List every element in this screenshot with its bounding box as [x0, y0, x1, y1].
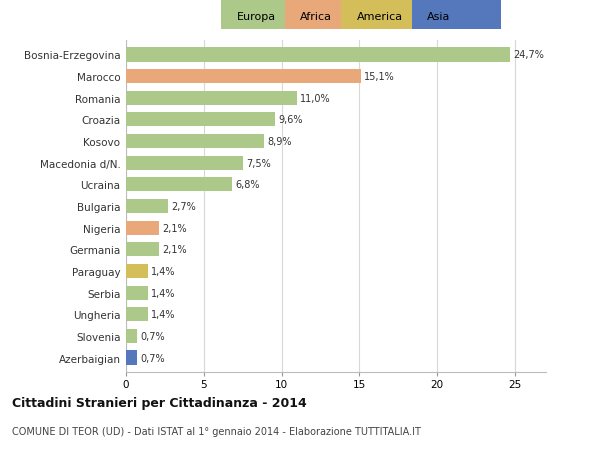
Legend: Europa, Africa, America, Asia: Europa, Africa, America, Asia	[217, 7, 455, 27]
Bar	[126, 286, 148, 300]
Bar	[126, 264, 148, 278]
Bar	[126, 351, 137, 365]
Bar	[126, 70, 361, 84]
Bar	[126, 329, 137, 343]
Bar	[126, 157, 242, 170]
Text: COMUNE DI TEOR (UD) - Dati ISTAT al 1° gennaio 2014 - Elaborazione TUTTITALIA.IT: COMUNE DI TEOR (UD) - Dati ISTAT al 1° g…	[12, 426, 421, 436]
Text: 15,1%: 15,1%	[364, 72, 395, 82]
Bar	[126, 243, 158, 257]
Text: 9,6%: 9,6%	[278, 115, 303, 125]
Text: 2,1%: 2,1%	[162, 245, 187, 255]
Text: 0,7%: 0,7%	[140, 331, 164, 341]
Text: 2,7%: 2,7%	[171, 202, 196, 212]
Text: 1,4%: 1,4%	[151, 266, 175, 276]
Bar	[126, 91, 297, 106]
Bar	[126, 48, 510, 62]
Bar	[126, 308, 148, 322]
Text: 24,7%: 24,7%	[514, 50, 544, 60]
Bar	[126, 200, 168, 213]
Bar	[126, 135, 265, 149]
Text: 7,5%: 7,5%	[246, 158, 271, 168]
Text: 8,9%: 8,9%	[268, 137, 292, 147]
Bar	[126, 178, 232, 192]
Text: 1,4%: 1,4%	[151, 288, 175, 298]
Text: 11,0%: 11,0%	[300, 94, 331, 104]
Bar	[126, 113, 275, 127]
Text: 6,8%: 6,8%	[235, 180, 259, 190]
Text: 2,1%: 2,1%	[162, 223, 187, 233]
Bar	[126, 221, 158, 235]
Text: 0,7%: 0,7%	[140, 353, 164, 363]
Text: Cittadini Stranieri per Cittadinanza - 2014: Cittadini Stranieri per Cittadinanza - 2…	[12, 396, 307, 409]
Text: 1,4%: 1,4%	[151, 309, 175, 319]
